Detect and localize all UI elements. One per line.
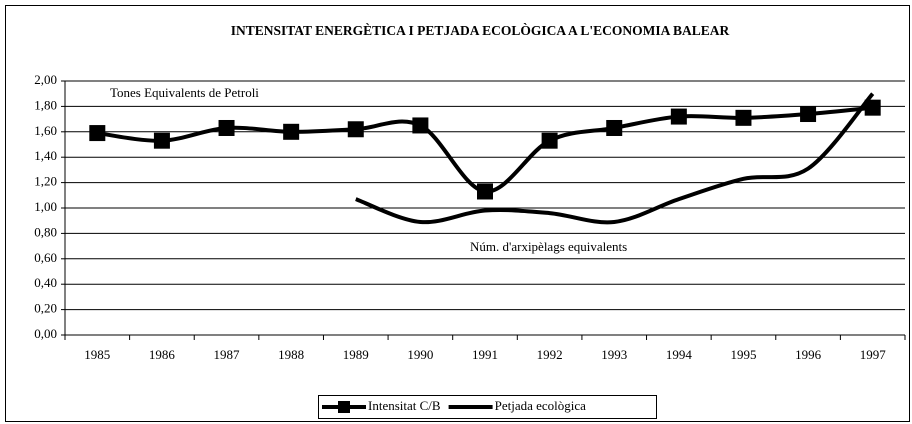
chart-border <box>5 5 910 422</box>
y-tick-label: 0,40 <box>34 275 57 290</box>
x-tick-label: 1995 <box>730 347 756 362</box>
marker <box>477 183 493 200</box>
x-tick-label: 1992 <box>537 347 563 362</box>
marker <box>735 109 752 126</box>
y-tick-label: 2,00 <box>34 72 57 87</box>
y-tick-label: 1,00 <box>34 199 57 214</box>
y-tick-label: 1,60 <box>34 123 57 138</box>
marker <box>800 106 817 123</box>
x-tick-label: 1994 <box>666 347 693 362</box>
marker <box>347 121 364 138</box>
x-tick-label: 1991 <box>472 347 498 362</box>
x-tick-label: 1990 <box>407 347 433 362</box>
marker <box>89 125 106 142</box>
marker <box>864 99 881 116</box>
annotation: Tones Equivalents de Petroli <box>110 85 259 100</box>
marker <box>153 132 170 149</box>
x-tick-label: 1988 <box>278 347 304 362</box>
marker <box>412 117 429 134</box>
y-tick-label: 0,80 <box>34 224 57 239</box>
x-tick-label: 1993 <box>601 347 627 362</box>
x-tick-label: 1987 <box>214 347 241 362</box>
x-tick-label: 1996 <box>795 347 822 362</box>
marker <box>218 119 235 136</box>
annotation: Núm. d'arxipèlags equivalents <box>470 239 627 254</box>
marker <box>283 123 300 140</box>
y-tick-label: 0,60 <box>34 250 57 265</box>
marker <box>670 108 687 125</box>
chart-title: INTENSITAT ENERGÈTICA I PETJADA ECOLÒGIC… <box>231 23 730 38</box>
y-tick-label: 1,20 <box>34 174 57 189</box>
y-tick-label: 0,00 <box>34 326 57 341</box>
y-tick-label: 1,80 <box>34 97 57 112</box>
marker <box>541 132 558 149</box>
x-tick-label: 1986 <box>149 347 176 362</box>
legend-label: Intensitat C/B <box>368 398 441 413</box>
x-tick-label: 1997 <box>860 347 887 362</box>
legend: Intensitat C/B Petjada ecològica <box>318 395 657 419</box>
y-tick-label: 1,40 <box>34 148 57 163</box>
y-tick-label: 0,20 <box>34 301 57 316</box>
legend-marker <box>338 401 350 413</box>
x-tick-label: 1989 <box>343 347 369 362</box>
legend-label: Petjada ecològica <box>495 398 587 413</box>
series-line <box>355 92 875 225</box>
x-tick-label: 1985 <box>84 347 110 362</box>
marker <box>606 119 623 136</box>
